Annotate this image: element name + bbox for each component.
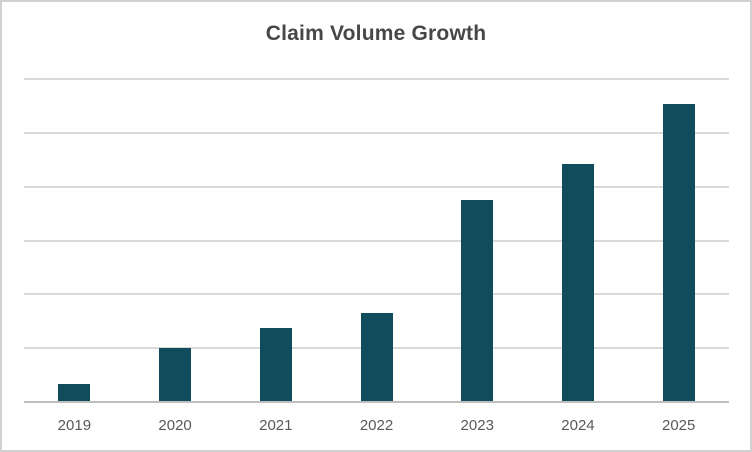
bar-column-2023 — [427, 79, 528, 402]
bar-2021 — [259, 327, 292, 402]
gridline — [24, 185, 729, 188]
bar-column-2020 — [125, 79, 226, 402]
x-tick-label-2019: 2019 — [57, 417, 92, 434]
bar-column-2019 — [24, 79, 125, 402]
bar-2024 — [561, 163, 594, 402]
bar-2022 — [360, 313, 393, 402]
bar-column-2025 — [628, 79, 729, 402]
gridline — [24, 78, 729, 80]
gridline — [24, 131, 729, 134]
bar-2023 — [461, 200, 494, 402]
gridline — [24, 293, 729, 296]
x-tick-label-2020: 2020 — [158, 417, 192, 434]
x-tick-label-2021: 2021 — [259, 417, 293, 434]
bar-2019 — [58, 383, 91, 402]
bar-column-2022 — [326, 79, 427, 402]
bar-column-2024 — [528, 79, 629, 402]
bar-series — [24, 79, 729, 402]
x-tick-label-2025: 2025 — [661, 417, 696, 434]
x-tick-label-2024: 2024 — [561, 417, 595, 434]
bar-column-2021 — [225, 79, 326, 402]
x-axis-labels: 2019 2020 2021 2022 2023 2024 2025 — [24, 417, 729, 434]
bar-2025 — [662, 103, 695, 402]
x-axis-line — [24, 401, 729, 403]
gridline — [24, 239, 729, 242]
plot-area — [24, 78, 729, 403]
bar-2020 — [159, 348, 192, 402]
chart-title: Claim Volume Growth — [265, 22, 487, 45]
x-tick-label-2022: 2022 — [359, 417, 394, 434]
x-tick-label-2023: 2023 — [460, 417, 494, 434]
